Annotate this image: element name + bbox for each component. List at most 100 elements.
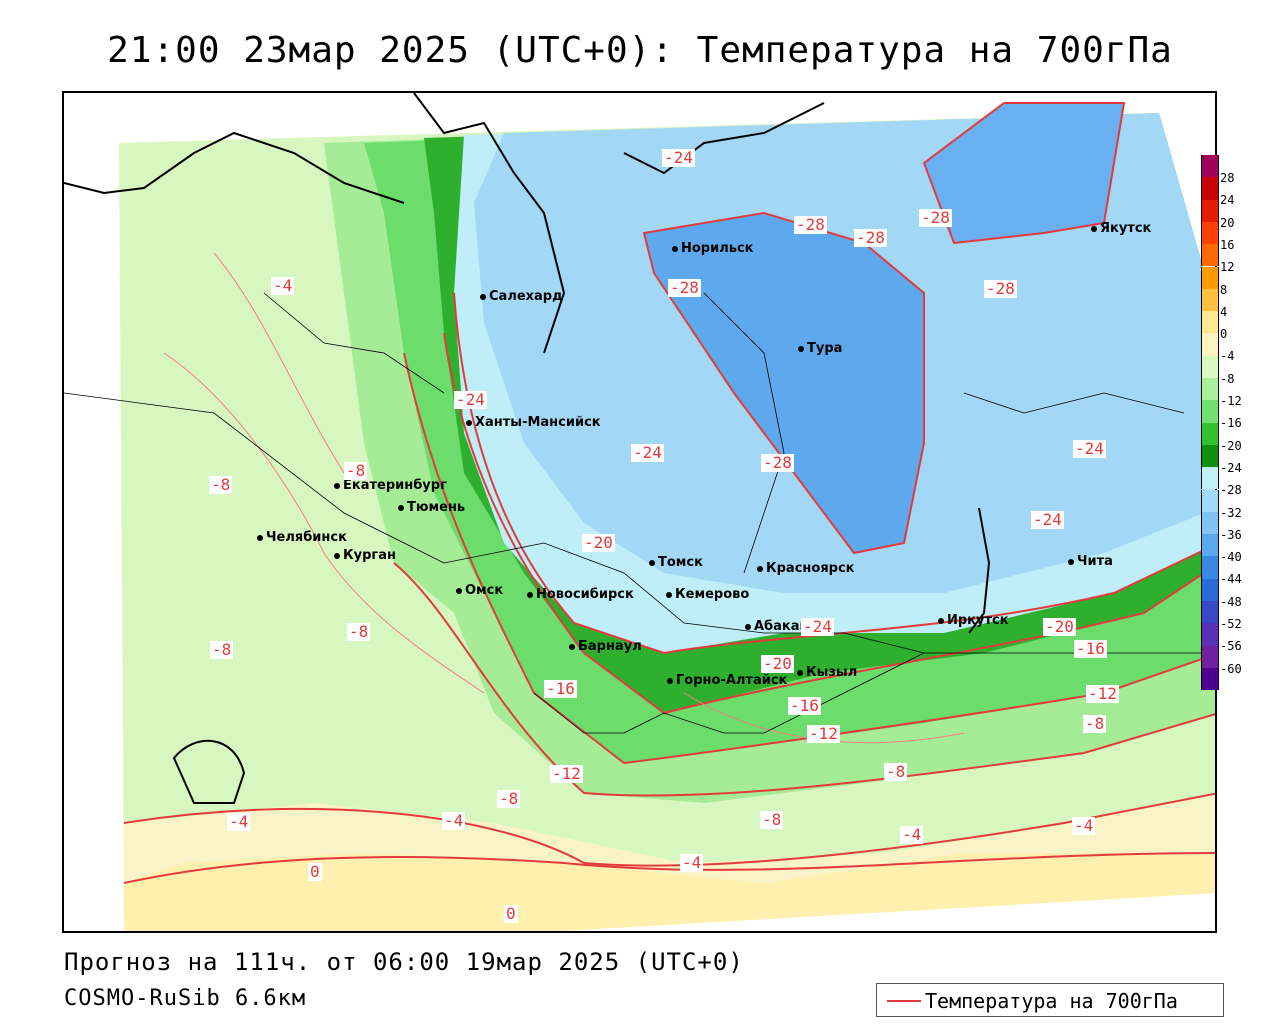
legend-label: Температура на 700гПа: [925, 989, 1178, 1013]
color-scale-segment: [1201, 534, 1219, 557]
contour-label: -8: [497, 789, 521, 808]
contour-label: -8: [210, 640, 234, 659]
city-salekhard: Салехард: [480, 289, 563, 304]
color-scale-segment: [1201, 288, 1219, 312]
color-scale-bar: [1201, 155, 1219, 691]
color-scale-tick: 24: [1220, 193, 1235, 208]
forecast-info: Прогноз на 111ч. от 06:00 19мар 2025 (UT…: [64, 948, 744, 976]
contour-label: -28: [794, 215, 827, 234]
color-scale-segment: [1201, 244, 1219, 267]
color-scale-tick: 20: [1220, 215, 1235, 230]
contour-label: -16: [788, 696, 821, 715]
color-scale-segment: [1201, 623, 1219, 646]
color-scale-tick: -12: [1220, 394, 1242, 408]
contour-label: -8: [209, 475, 233, 494]
city-yekaterinburg: Екатеринбург: [334, 478, 447, 493]
color-scale-segment: [1201, 556, 1219, 579]
city-omsk: Омск: [456, 583, 503, 598]
color-scale-segment: [1201, 489, 1219, 512]
temp-field-minus28: [644, 213, 924, 553]
city-kurgan: Курган: [334, 548, 396, 563]
contour-label: -24: [1031, 510, 1064, 529]
color-scale-segment: [1201, 266, 1219, 289]
color-scale-tick: -8: [1220, 371, 1235, 386]
contour-label: -16: [544, 679, 577, 698]
map-title: 21:00 23мар 2025 (UTC+0): Температура на…: [107, 30, 1173, 71]
contour-label: -4: [271, 276, 295, 295]
contour-label: -8: [344, 461, 368, 480]
city-tyumen: Тюмень: [398, 500, 465, 515]
contour-label: -28: [984, 279, 1017, 298]
color-scale-tick: -48: [1220, 594, 1242, 609]
city-chita: Чита: [1068, 554, 1113, 569]
color-scale-segment: [1201, 199, 1219, 222]
color-scale-tick: 4: [1220, 304, 1228, 319]
color-scale-tick: -36: [1220, 527, 1242, 542]
model-name: COSMO-RuSib 6.6км: [64, 986, 307, 1011]
color-scale-tick: -44: [1220, 572, 1242, 587]
contour-label: -24: [454, 390, 487, 409]
color-scale-segment: [1201, 422, 1219, 445]
contour-label: -4: [1072, 816, 1096, 835]
color-scale-segment: [1201, 378, 1219, 401]
city-gorno-altaysk: Горно-Алтайск: [667, 673, 787, 688]
contour-label: -4: [900, 825, 924, 844]
city-kemerovo: Кемерово: [666, 587, 749, 602]
color-scale-tick: -4: [1220, 349, 1235, 364]
contour-label: 0: [504, 904, 518, 923]
city-barnaul: Барнаул: [569, 639, 642, 654]
legend: Температура на 700гПа: [876, 983, 1224, 1017]
temp-field-minus28-north: [924, 103, 1124, 243]
city-novosibirsk: Новосибирск: [527, 587, 634, 602]
city-tura: Тура: [798, 341, 842, 356]
color-scale-tick: -32: [1220, 505, 1242, 520]
city-tomsk: Томск: [649, 555, 703, 570]
color-scale-tick: -24: [1220, 460, 1242, 475]
contour-label: -8: [884, 762, 908, 781]
contour-label: 0: [308, 862, 322, 881]
color-scale-tick: 16: [1220, 237, 1235, 252]
contour-label: -8: [760, 810, 784, 829]
color-scale-tick: 0: [1220, 327, 1228, 342]
city-abakan: Абакан: [745, 619, 809, 634]
color-scale-segment: [1201, 601, 1219, 624]
color-scale-segment: [1201, 400, 1219, 423]
color-scale-segment: [1201, 667, 1219, 691]
color-scale-segment: [1201, 333, 1219, 356]
color-scale-segment: [1201, 467, 1219, 490]
color-scale-segment: [1201, 177, 1219, 200]
city-khanty-mansiysk: Ханты-Мансийск: [466, 415, 601, 430]
contour-label: -24: [1073, 439, 1106, 458]
color-scale-tick: -20: [1220, 438, 1242, 453]
color-scale-segment: [1201, 578, 1219, 601]
contour-label: -12: [807, 724, 840, 743]
color-scale-segment: [1201, 355, 1219, 378]
contour-label: -24: [662, 148, 695, 167]
contour-label: -28: [761, 453, 794, 472]
contour-label: -4: [227, 812, 251, 831]
contour-label: -20: [1043, 617, 1076, 636]
contour-label: -4: [442, 811, 466, 830]
color-scale-segment: [1201, 311, 1219, 334]
contour-label: -24: [801, 617, 834, 636]
contour-label: -28: [668, 278, 701, 297]
color-scale-tick: 8: [1220, 282, 1228, 297]
contour-label: -12: [1086, 684, 1119, 703]
temperature-map[interactable]: Норильск Якутск Салехард Тура Ханты-Манс…: [62, 91, 1217, 933]
color-scale-segment: [1201, 221, 1219, 245]
color-scale-tick: -52: [1220, 617, 1242, 631]
color-scale-segment: [1201, 645, 1219, 668]
color-scale-segment: [1201, 444, 1219, 468]
contour-label: -20: [582, 533, 615, 552]
contour-label: -12: [550, 764, 583, 783]
contour-label: -16: [1074, 639, 1107, 658]
city-norilsk: Норильск: [672, 241, 754, 256]
color-scale-segment: [1201, 511, 1219, 535]
contour-label: -8: [1083, 714, 1107, 733]
contour-label: -4: [680, 853, 704, 872]
color-scale-tick: -16: [1220, 416, 1242, 431]
contour-label: -8: [347, 622, 371, 641]
city-krasnoyarsk: Красноярск: [757, 561, 855, 576]
contour-label: -28: [919, 208, 952, 227]
color-scale-segment: [1201, 155, 1219, 178]
